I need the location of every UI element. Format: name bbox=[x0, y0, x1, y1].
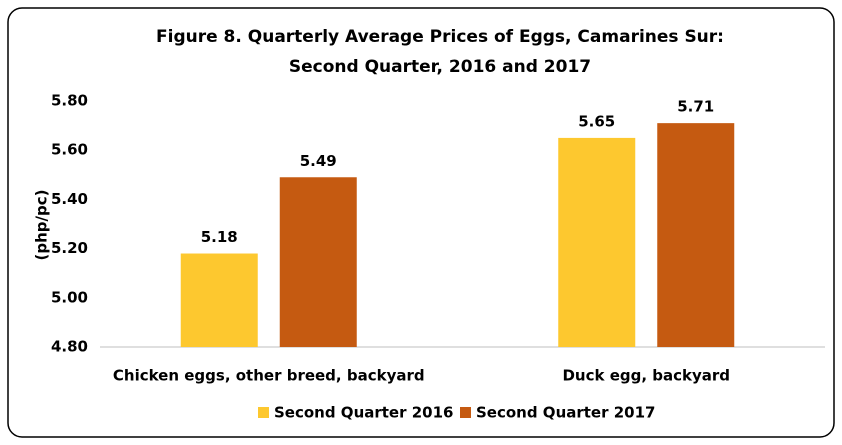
bar bbox=[558, 137, 636, 347]
x-tick-label: Chicken eggs, other breed, backyard bbox=[113, 367, 425, 385]
y-tick-label: 5.80 bbox=[51, 92, 88, 110]
y-tick-label: 5.00 bbox=[51, 288, 88, 306]
y-tick-label: 4.80 bbox=[51, 338, 88, 356]
y-tick-label: 5.60 bbox=[51, 141, 88, 159]
value-label: 5.49 bbox=[300, 152, 337, 170]
legend-swatch bbox=[460, 407, 471, 418]
bar bbox=[180, 253, 258, 347]
y-tick-label: 5.20 bbox=[51, 239, 88, 257]
bar bbox=[279, 177, 357, 347]
chart-title: Figure 8. Quarterly Average Prices of Eg… bbox=[156, 27, 724, 47]
chart-title: Second Quarter, 2016 and 2017 bbox=[289, 57, 591, 77]
y-axis-label: (php/pc) bbox=[33, 190, 51, 261]
x-tick-label: Duck egg, backyard bbox=[562, 367, 730, 385]
bar bbox=[657, 123, 735, 347]
value-label: 5.18 bbox=[201, 228, 238, 246]
legend-label: Second Quarter 2016 bbox=[274, 404, 453, 422]
value-label: 5.71 bbox=[677, 98, 714, 116]
value-label: 5.65 bbox=[578, 112, 615, 130]
y-tick-label: 5.40 bbox=[51, 190, 88, 208]
legend-label: Second Quarter 2017 bbox=[476, 404, 655, 422]
legend-swatch bbox=[258, 407, 269, 418]
